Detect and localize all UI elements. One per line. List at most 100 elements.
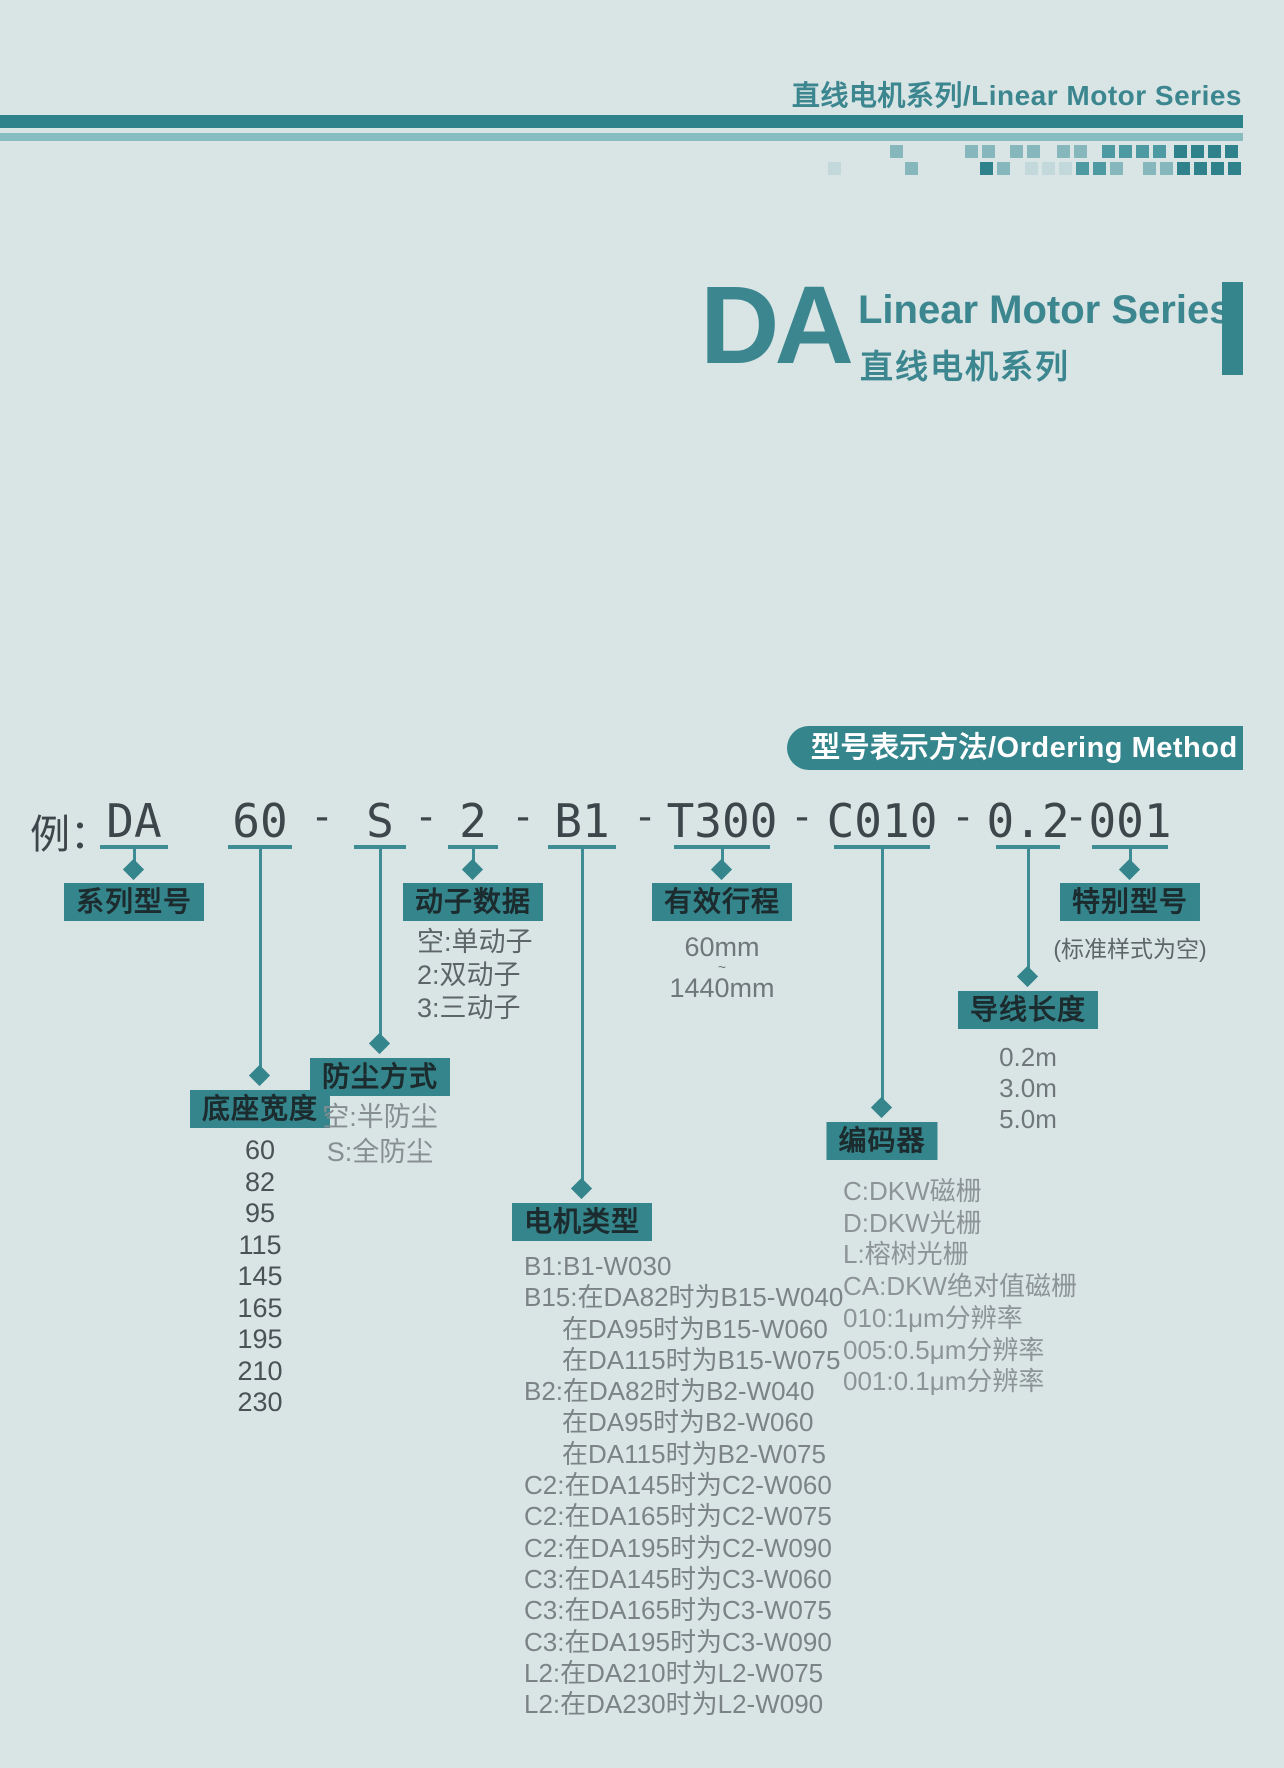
example-prefix: 例： [30, 813, 110, 857]
pixel-blocks [0, 0, 1284, 200]
wire-length-options: 0.2m 3.0m 5.0m [999, 1042, 1057, 1135]
example-segment-special: 001 [1088, 794, 1172, 848]
separator-hyphen: - [413, 794, 439, 840]
option-item: S:全防尘 [326, 1137, 434, 1167]
pixel-block [1027, 145, 1040, 158]
connector-special [1128, 847, 1132, 865]
option-item: 空:单动子 [417, 927, 533, 957]
option-item: 在DA115时为B2-W075 [562, 1438, 826, 1469]
separator-hyphen: - [632, 794, 658, 840]
pixel-block [1110, 162, 1123, 175]
effective-stroke-options: 60mm ~1440mm [669, 933, 774, 1002]
pixel-block [1160, 162, 1173, 175]
pixel-block [1228, 162, 1241, 175]
option-item: CA:DKW绝对值磁栅 [843, 1271, 1078, 1302]
callout-box-dust-proof: 防尘方式 [309, 1058, 451, 1096]
pixel-block [1208, 145, 1221, 158]
pixel-block [965, 145, 978, 158]
pixel-block [1057, 145, 1070, 158]
series-subtitle-en: Linear Motor Series [858, 288, 1232, 332]
separator-hyphen: - [789, 794, 815, 840]
pixel-block [1102, 145, 1115, 158]
option-item: C3:在DA165时为C3-W075 [524, 1595, 832, 1626]
connector-series [132, 847, 136, 865]
option-item: 210 [237, 1355, 283, 1386]
option-item: B2:在DA82时为B2-W040 [524, 1376, 815, 1407]
connector-dust [378, 847, 382, 1040]
example-segment-mover: 2 [459, 794, 487, 848]
diamond-stroke [710, 858, 733, 881]
option-item: 230 [237, 1387, 283, 1417]
header-bar-dark [0, 115, 1243, 128]
pixel-block [1191, 145, 1204, 158]
pixel-block [890, 145, 903, 158]
example-segment-motor-type: B1 [554, 794, 610, 848]
option-item: B1:B1-W030 [524, 1251, 672, 1281]
pixel-block [1025, 162, 1038, 175]
option-item: 82 [244, 1166, 276, 1197]
pixel-block [980, 162, 993, 175]
separator-hyphen: - [1063, 794, 1089, 840]
callout-box-mover-data: 动子数据 [402, 883, 544, 921]
header-bar-light [0, 133, 1243, 141]
option-item: ~ [717, 959, 727, 975]
callout-box-motor-type: 电机类型 [511, 1203, 653, 1241]
special-model-note: (标准样式为空) [1053, 936, 1207, 962]
option-item: 1440mm [669, 973, 775, 1003]
diamond-base-width [248, 1064, 271, 1087]
callout-box-series-model: 系列型号 [63, 883, 205, 921]
option-item: 001:0.1μm分辨率 [843, 1366, 1045, 1397]
option-item: 0.2m [999, 1042, 1057, 1072]
option-item: C2:在DA195时为C2-W090 [524, 1532, 832, 1563]
option-item: 60mm [684, 932, 760, 962]
option-item: 3.0m [999, 1073, 1057, 1103]
pixel-block [1136, 145, 1149, 158]
pixel-block [1059, 162, 1072, 175]
pixel-block [1119, 145, 1132, 158]
option-item: 在DA115时为B15-W075 [562, 1344, 841, 1375]
option-item: C2:在DA145时为C2-W060 [524, 1470, 832, 1501]
hero-accent-bar [1222, 282, 1243, 375]
example-segment-wire-length: 0.2 [986, 794, 1070, 848]
dust-proof-options: 空:半防尘 S:全防尘 [322, 1100, 438, 1170]
option-item: L2:在DA210时为L2-W075 [524, 1657, 824, 1688]
base-width-options: 60 82 95 115 145 165 195 210 230 [237, 1135, 282, 1419]
option-item: 115 [238, 1229, 282, 1260]
option-item: 95 [244, 1198, 276, 1228]
separator-hyphen: - [309, 794, 335, 840]
option-item: 005:0.5μm分辨率 [843, 1334, 1045, 1365]
option-item: 010:1μm分辨率 [843, 1302, 1023, 1333]
section-banner: 型号表示方法/Ordering Method [787, 726, 1243, 770]
pixel-block [997, 162, 1010, 175]
pixel-block [1194, 162, 1207, 175]
option-item: L:榕树光栅 [843, 1239, 969, 1270]
pixel-block [1211, 162, 1224, 175]
option-item: 在DA95时为B15-W060 [562, 1313, 828, 1344]
pixel-block [1042, 162, 1055, 175]
mover-data-options: 空:单动子 2:双动子 3:三动子 [417, 926, 533, 1025]
option-item: 在DA95时为B2-W060 [562, 1407, 814, 1438]
series-subtitle-cn: 直线电机系列 [860, 348, 1070, 385]
encoder-options: C:DKW磁栅 D:DKW光栅 L:榕树光栅 CA:DKW绝对值磁栅 010:1μm分辨… [843, 1176, 1077, 1398]
option-item: C2:在DA165时为C2-W075 [524, 1501, 832, 1532]
pixel-block [1153, 145, 1166, 158]
pixel-block [1074, 145, 1087, 158]
connector-wire-length [1026, 847, 1030, 973]
example-segment-stroke: T300 [666, 794, 778, 848]
option-item: 2:双动子 [417, 960, 521, 990]
option-item: 60 [244, 1135, 276, 1165]
option-item: C3:在DA145时为C3-W060 [524, 1563, 832, 1594]
diamond-dust [368, 1032, 391, 1055]
pixel-block [1225, 145, 1238, 158]
pixel-block [1143, 162, 1156, 175]
connector-encoder [880, 847, 884, 1104]
example-segment-dust: S [366, 794, 394, 848]
example-segment-series: DA [106, 794, 162, 848]
diamond-encoder [870, 1096, 893, 1119]
pixel-block [1093, 162, 1106, 175]
motor-type-options: B1:B1-W030 B15:在DA82时为B15-W040 在DA95时为B15-… [524, 1251, 843, 1720]
diamond-motor-type [570, 1177, 593, 1200]
series-code: DA [700, 264, 854, 387]
option-item: 195 [237, 1324, 283, 1354]
option-item: D:DKW光栅 [843, 1207, 982, 1238]
